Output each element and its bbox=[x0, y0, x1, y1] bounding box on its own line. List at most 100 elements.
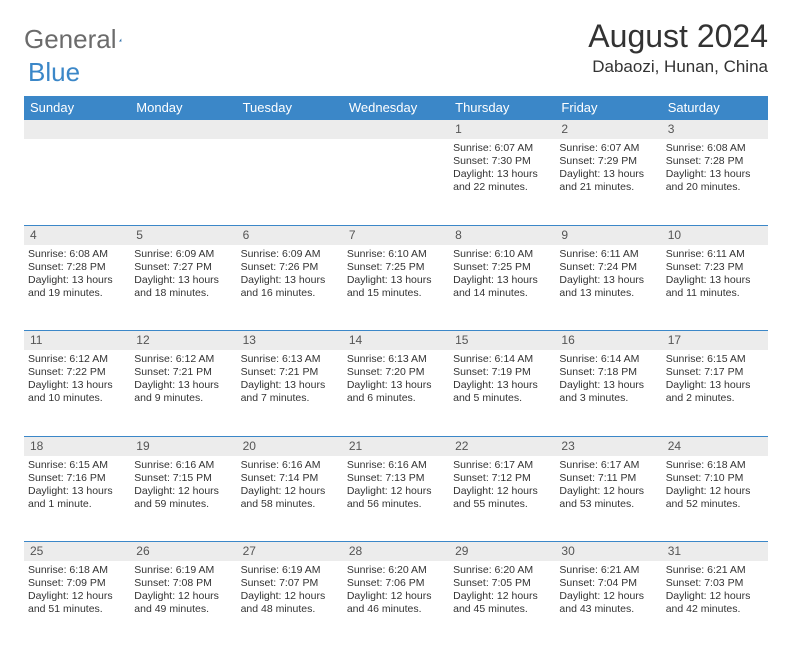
day-number bbox=[343, 120, 449, 140]
day-number: 17 bbox=[662, 331, 768, 351]
day-number: 8 bbox=[449, 225, 555, 245]
logo-text-blue: Blue bbox=[28, 57, 80, 87]
daylight-text: Daylight: 12 hours and 46 minutes. bbox=[347, 590, 445, 616]
sunset-text: Sunset: 7:20 PM bbox=[347, 366, 445, 379]
daylight-text: Daylight: 12 hours and 56 minutes. bbox=[347, 485, 445, 511]
sunrise-text: Sunrise: 6:07 AM bbox=[453, 142, 551, 155]
sunset-text: Sunset: 7:30 PM bbox=[453, 155, 551, 168]
day-cell: Sunrise: 6:11 AMSunset: 7:23 PMDaylight:… bbox=[662, 245, 768, 331]
weekday-header: Wednesday bbox=[343, 96, 449, 120]
sunrise-text: Sunrise: 6:17 AM bbox=[453, 459, 551, 472]
sunset-text: Sunset: 7:12 PM bbox=[453, 472, 551, 485]
sunrise-text: Sunrise: 6:16 AM bbox=[347, 459, 445, 472]
sunset-text: Sunset: 7:19 PM bbox=[453, 366, 551, 379]
daylight-text: Daylight: 13 hours and 20 minutes. bbox=[666, 168, 764, 194]
day-number: 25 bbox=[24, 542, 130, 562]
sunset-text: Sunset: 7:22 PM bbox=[28, 366, 126, 379]
day-cell: Sunrise: 6:15 AMSunset: 7:17 PMDaylight:… bbox=[662, 350, 768, 436]
day-cell: Sunrise: 6:08 AMSunset: 7:28 PMDaylight:… bbox=[662, 139, 768, 225]
day-number: 3 bbox=[662, 120, 768, 140]
weekday-header: Saturday bbox=[662, 96, 768, 120]
day-number: 30 bbox=[555, 542, 661, 562]
daylight-text: Daylight: 13 hours and 16 minutes. bbox=[241, 274, 339, 300]
day-cell: Sunrise: 6:16 AMSunset: 7:15 PMDaylight:… bbox=[130, 456, 236, 542]
sunrise-text: Sunrise: 6:13 AM bbox=[241, 353, 339, 366]
weekday-header: Tuesday bbox=[237, 96, 343, 120]
daylight-text: Daylight: 13 hours and 21 minutes. bbox=[559, 168, 657, 194]
day-number: 29 bbox=[449, 542, 555, 562]
sunrise-text: Sunrise: 6:09 AM bbox=[241, 248, 339, 261]
logo-text-general: General bbox=[24, 24, 117, 55]
sunrise-text: Sunrise: 6:15 AM bbox=[28, 459, 126, 472]
day-cell: Sunrise: 6:12 AMSunset: 7:21 PMDaylight:… bbox=[130, 350, 236, 436]
day-number: 16 bbox=[555, 331, 661, 351]
day-number: 1 bbox=[449, 120, 555, 140]
day-cell: Sunrise: 6:16 AMSunset: 7:13 PMDaylight:… bbox=[343, 456, 449, 542]
daylight-text: Daylight: 12 hours and 59 minutes. bbox=[134, 485, 232, 511]
daylight-text: Daylight: 13 hours and 22 minutes. bbox=[453, 168, 551, 194]
day-cell: Sunrise: 6:19 AMSunset: 7:08 PMDaylight:… bbox=[130, 561, 236, 647]
sunset-text: Sunset: 7:17 PM bbox=[666, 366, 764, 379]
daylight-text: Daylight: 12 hours and 49 minutes. bbox=[134, 590, 232, 616]
sunrise-text: Sunrise: 6:08 AM bbox=[28, 248, 126, 261]
detail-row: Sunrise: 6:15 AMSunset: 7:16 PMDaylight:… bbox=[24, 456, 768, 542]
day-number: 5 bbox=[130, 225, 236, 245]
sunrise-text: Sunrise: 6:12 AM bbox=[134, 353, 232, 366]
day-cell: Sunrise: 6:11 AMSunset: 7:24 PMDaylight:… bbox=[555, 245, 661, 331]
daylight-text: Daylight: 12 hours and 43 minutes. bbox=[559, 590, 657, 616]
day-cell: Sunrise: 6:19 AMSunset: 7:07 PMDaylight:… bbox=[237, 561, 343, 647]
detail-row: Sunrise: 6:07 AMSunset: 7:30 PMDaylight:… bbox=[24, 139, 768, 225]
daylight-text: Daylight: 13 hours and 6 minutes. bbox=[347, 379, 445, 405]
daylight-text: Daylight: 13 hours and 1 minute. bbox=[28, 485, 126, 511]
sunset-text: Sunset: 7:13 PM bbox=[347, 472, 445, 485]
sunrise-text: Sunrise: 6:11 AM bbox=[666, 248, 764, 261]
sunrise-text: Sunrise: 6:21 AM bbox=[666, 564, 764, 577]
sunset-text: Sunset: 7:25 PM bbox=[453, 261, 551, 274]
sunrise-text: Sunrise: 6:19 AM bbox=[241, 564, 339, 577]
daylight-text: Daylight: 12 hours and 52 minutes. bbox=[666, 485, 764, 511]
sunrise-text: Sunrise: 6:13 AM bbox=[347, 353, 445, 366]
day-number: 4 bbox=[24, 225, 130, 245]
sunset-text: Sunset: 7:03 PM bbox=[666, 577, 764, 590]
day-number: 11 bbox=[24, 331, 130, 351]
sunset-text: Sunset: 7:24 PM bbox=[559, 261, 657, 274]
day-cell: Sunrise: 6:08 AMSunset: 7:28 PMDaylight:… bbox=[24, 245, 130, 331]
day-number: 15 bbox=[449, 331, 555, 351]
day-cell: Sunrise: 6:18 AMSunset: 7:10 PMDaylight:… bbox=[662, 456, 768, 542]
sunrise-text: Sunrise: 6:10 AM bbox=[453, 248, 551, 261]
sunset-text: Sunset: 7:14 PM bbox=[241, 472, 339, 485]
day-number bbox=[24, 120, 130, 140]
day-number: 13 bbox=[237, 331, 343, 351]
day-number: 10 bbox=[662, 225, 768, 245]
sunset-text: Sunset: 7:27 PM bbox=[134, 261, 232, 274]
sunrise-text: Sunrise: 6:18 AM bbox=[28, 564, 126, 577]
day-cell: Sunrise: 6:18 AMSunset: 7:09 PMDaylight:… bbox=[24, 561, 130, 647]
sunset-text: Sunset: 7:04 PM bbox=[559, 577, 657, 590]
daylight-text: Daylight: 13 hours and 10 minutes. bbox=[28, 379, 126, 405]
day-number: 26 bbox=[130, 542, 236, 562]
day-number: 27 bbox=[237, 542, 343, 562]
sunrise-text: Sunrise: 6:19 AM bbox=[134, 564, 232, 577]
daynum-row: 25262728293031 bbox=[24, 542, 768, 562]
day-number bbox=[130, 120, 236, 140]
day-cell: Sunrise: 6:13 AMSunset: 7:21 PMDaylight:… bbox=[237, 350, 343, 436]
sunset-text: Sunset: 7:08 PM bbox=[134, 577, 232, 590]
sunrise-text: Sunrise: 6:07 AM bbox=[559, 142, 657, 155]
daylight-text: Daylight: 13 hours and 14 minutes. bbox=[453, 274, 551, 300]
day-cell: Sunrise: 6:14 AMSunset: 7:19 PMDaylight:… bbox=[449, 350, 555, 436]
sunset-text: Sunset: 7:21 PM bbox=[241, 366, 339, 379]
daylight-text: Daylight: 13 hours and 15 minutes. bbox=[347, 274, 445, 300]
sunrise-text: Sunrise: 6:17 AM bbox=[559, 459, 657, 472]
title-block: August 2024 Dabaozi, Hunan, China bbox=[588, 18, 768, 77]
day-cell bbox=[24, 139, 130, 225]
day-cell: Sunrise: 6:21 AMSunset: 7:03 PMDaylight:… bbox=[662, 561, 768, 647]
detail-row: Sunrise: 6:08 AMSunset: 7:28 PMDaylight:… bbox=[24, 245, 768, 331]
day-number bbox=[237, 120, 343, 140]
logo-sail-icon bbox=[119, 31, 123, 49]
sunset-text: Sunset: 7:28 PM bbox=[666, 155, 764, 168]
daylight-text: Daylight: 13 hours and 5 minutes. bbox=[453, 379, 551, 405]
day-cell bbox=[130, 139, 236, 225]
sunrise-text: Sunrise: 6:08 AM bbox=[666, 142, 764, 155]
sunset-text: Sunset: 7:10 PM bbox=[666, 472, 764, 485]
daylight-text: Daylight: 12 hours and 42 minutes. bbox=[666, 590, 764, 616]
